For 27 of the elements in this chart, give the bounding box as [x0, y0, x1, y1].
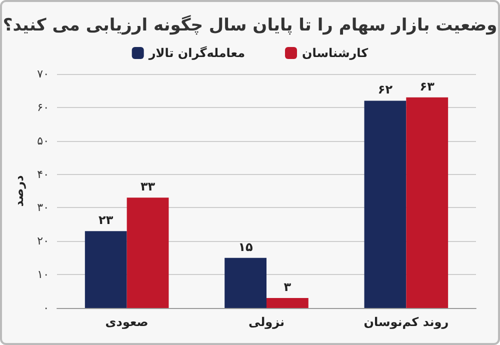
y-tick-label: ۶۰	[37, 100, 49, 114]
x-tick-label: روند کم‌نوسان	[364, 315, 449, 329]
bar	[406, 97, 448, 308]
bar	[364, 100, 406, 308]
data-label: ۶۲	[378, 82, 394, 97]
x-tick-label: نزولی	[248, 315, 285, 329]
y-tick-label: ۷۰	[37, 68, 49, 80]
y-tick-label: ۱۰	[37, 268, 49, 282]
bar	[84, 231, 127, 308]
data-label: ۱۵	[238, 240, 253, 254]
data-label: ۳۳	[140, 180, 156, 194]
y-tick-label: ۲۰	[37, 234, 49, 248]
y-axis-title: درصد	[12, 175, 26, 207]
chart-title: وضعیت بازار سهام را تا پایان سال چگونه ارزیابی می کنید؟	[2, 14, 498, 36]
y-tick-label: ۰	[43, 302, 49, 314]
legend-label: کارشناسان	[302, 46, 368, 60]
bar	[224, 258, 266, 308]
y-tick-label: ۳۰	[37, 201, 49, 214]
data-label: ۳	[284, 280, 292, 294]
data-label: ۲۳	[98, 213, 114, 228]
y-tick-label: ۵۰	[37, 134, 49, 148]
legend-label: معامله‌گران تالار	[148, 46, 246, 60]
y-tick-label: ۴۰	[37, 168, 49, 181]
x-tick-label: صعودی	[105, 315, 148, 329]
bar	[126, 198, 169, 308]
bar	[266, 298, 308, 308]
data-label: ۶۳	[420, 79, 436, 94]
